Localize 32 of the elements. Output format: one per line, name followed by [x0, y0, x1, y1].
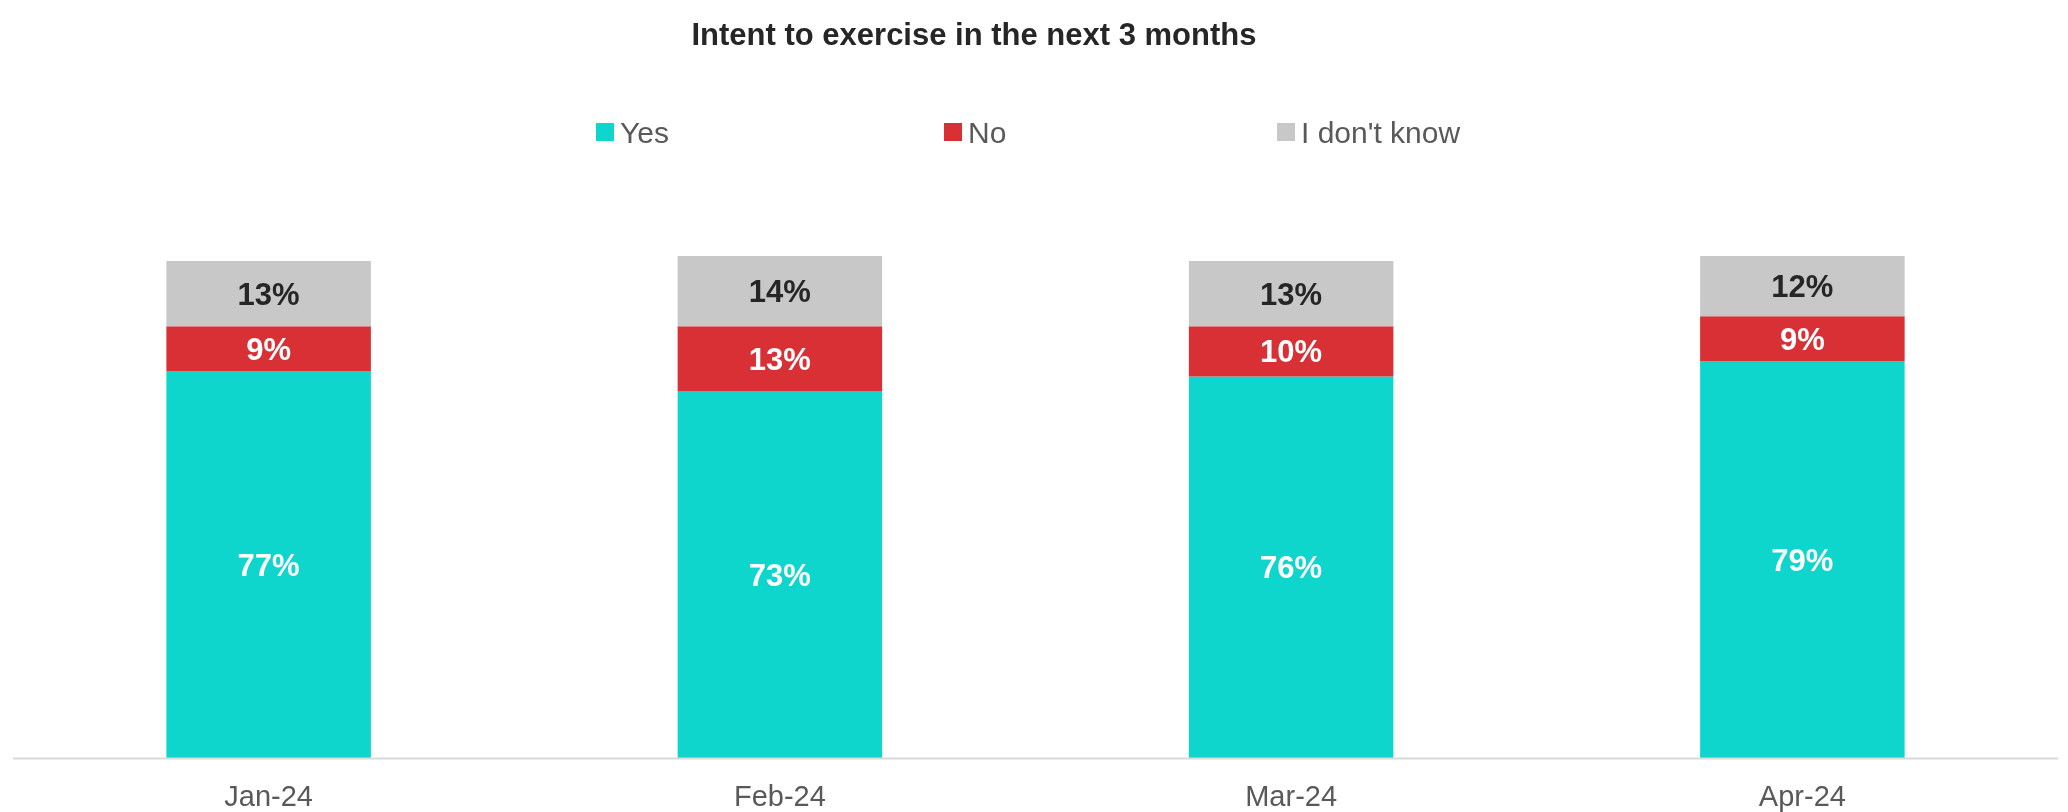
bar [677, 391, 883, 758]
legend-label: Yes [620, 115, 669, 149]
bar [1700, 316, 1905, 362]
x-tick-label: Mar-24 [1245, 780, 1338, 812]
x-tick-label: Jan-24 [224, 780, 313, 812]
bar [677, 256, 883, 327]
bar [1188, 376, 1394, 758]
x-tick-label: Apr-24 [1758, 780, 1846, 812]
data-label: 12% [1771, 268, 1834, 304]
bar [1700, 361, 1905, 758]
data-label: 13% [748, 341, 811, 377]
legend-label: No [968, 115, 1007, 149]
x-tick-label: Feb-24 [733, 780, 826, 812]
bar [1188, 326, 1394, 377]
bar [1700, 256, 1905, 317]
data-label: 10% [1260, 334, 1323, 370]
bar [166, 326, 371, 372]
data-label: 13% [237, 276, 300, 312]
bar [1188, 261, 1394, 327]
bar [166, 371, 371, 758]
legend-label: I don't know [1301, 115, 1461, 149]
data-label: 14% [748, 273, 811, 309]
data-label: 9% [246, 331, 292, 367]
bar [677, 326, 883, 392]
data-label: 13% [1260, 276, 1323, 312]
data-label: 77% [237, 547, 300, 583]
bar [166, 261, 371, 327]
data-label: 73% [748, 557, 811, 593]
data-label: 76% [1260, 550, 1323, 586]
data-label: 79% [1771, 542, 1834, 578]
chart-title: Intent to exercise in the next 3 months [691, 16, 1257, 52]
data-label: 9% [1779, 321, 1825, 357]
